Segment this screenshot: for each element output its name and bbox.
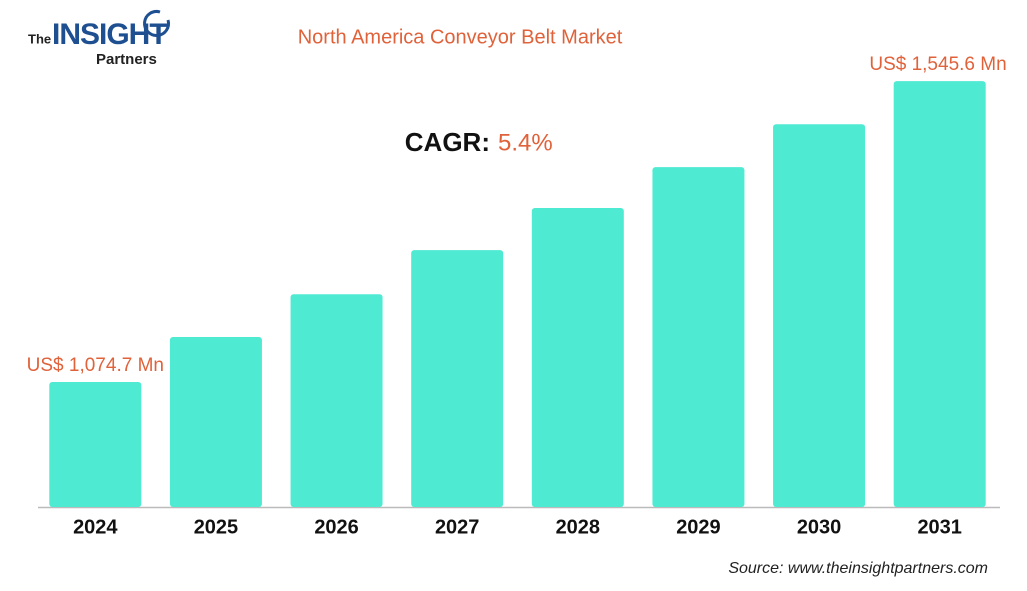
logo: The INSIGHT Partners	[28, 10, 170, 68]
bar	[652, 167, 745, 507]
cagr-value: 5.4%	[498, 129, 553, 156]
bar	[290, 294, 383, 507]
x-tick-label: 2029	[676, 516, 721, 538]
bar	[893, 81, 986, 507]
x-tick-label: 2028	[556, 516, 601, 538]
x-tick-label: 2030	[797, 516, 842, 538]
value-label: US$ 1,074.7 Mn	[27, 355, 164, 376]
logo-partners: Partners	[96, 51, 157, 68]
x-tick-label: 2024	[73, 516, 118, 538]
value-label: US$ 1,545.6 Mn	[869, 54, 1006, 75]
bar	[773, 124, 866, 508]
x-tick-label: 2031	[917, 516, 962, 538]
chart-title: North America Conveyor Belt Market	[298, 26, 623, 48]
bar	[169, 337, 262, 507]
cagr-label: CAGR:	[405, 127, 490, 157]
bar	[49, 381, 142, 507]
logo-the: The	[28, 31, 51, 46]
x-tick-label: 2025	[194, 516, 239, 538]
x-tick-label: 2026	[314, 516, 359, 538]
logo-arc	[143, 10, 170, 37]
bar	[531, 208, 624, 507]
bar	[411, 250, 504, 507]
x-tick-label: 2027	[435, 516, 480, 538]
source: Source: www.theinsightpartners.com	[728, 560, 988, 577]
